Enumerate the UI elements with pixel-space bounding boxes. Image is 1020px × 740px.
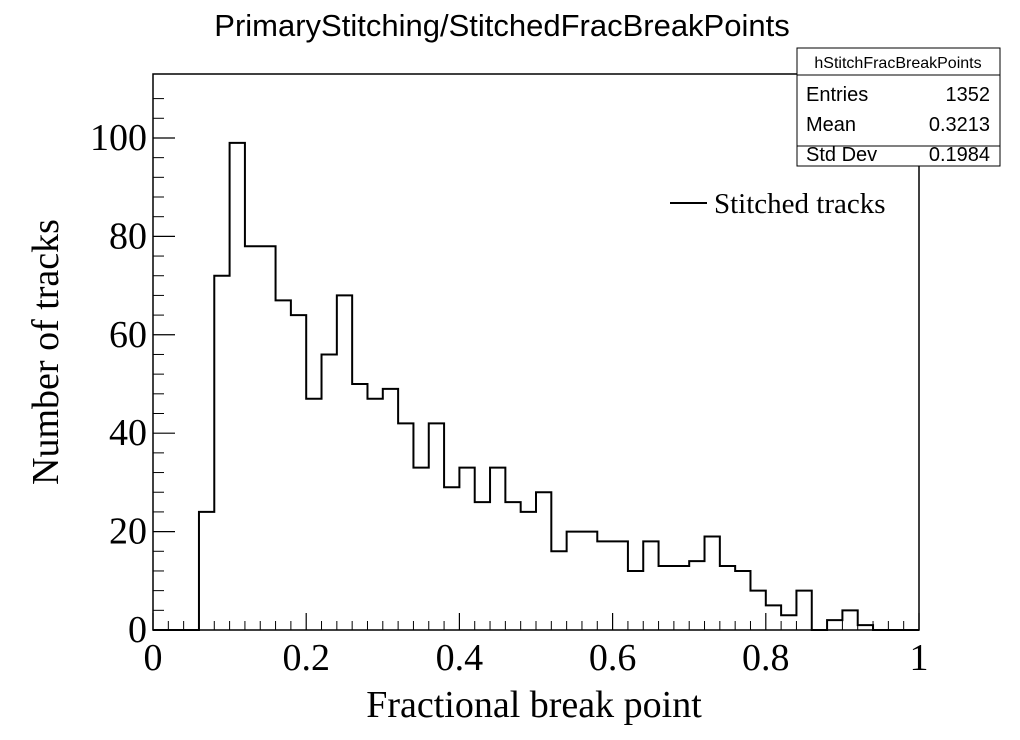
histogram-series	[153, 141, 919, 631]
x-axis-title: Fractional break point	[366, 684, 702, 726]
histogram-bin	[383, 389, 398, 630]
stats-mean-label: Mean	[806, 114, 856, 136]
legend: Stitched tracks	[670, 188, 886, 220]
x-tick-label: 0.2	[282, 637, 330, 679]
histogram-bin	[199, 512, 214, 630]
histogram-bin	[429, 423, 444, 630]
histogram-bin	[597, 541, 612, 630]
x-tick-label: 0.8	[742, 637, 790, 679]
histogram-bin	[551, 551, 566, 630]
histogram-bin	[475, 502, 490, 630]
histogram-bin	[735, 571, 750, 630]
stats-box-bottom-edge	[796, 145, 1001, 167]
stats-box-name: hStitchFracBreakPoints	[814, 55, 981, 72]
histogram-bin	[674, 566, 689, 630]
histogram-bin	[398, 423, 413, 630]
histogram-bin	[291, 315, 306, 630]
stats-mean-value: 0.3213	[929, 114, 990, 136]
histogram-bin	[689, 561, 704, 630]
histogram-bin	[628, 571, 643, 630]
x-axis: 0 0.2 0.4 0.6 0.8 1	[144, 613, 929, 679]
y-tick-label: 60	[109, 314, 147, 356]
histogram-bin	[750, 591, 765, 630]
x-tick-label: 0.6	[589, 637, 637, 679]
stats-stddev-label: Std Dev	[806, 144, 877, 166]
stats-entries-label: Entries	[806, 84, 868, 106]
y-tick-label: 100	[90, 117, 147, 159]
histogram-bin	[705, 537, 720, 630]
histogram-bin	[230, 143, 245, 630]
histogram-bin	[521, 512, 536, 630]
stats-entries-value: 1352	[946, 84, 991, 106]
y-axis-title: Number of tracks	[25, 219, 67, 485]
y-tick-label: 40	[109, 412, 147, 454]
y-tick-label: 80	[109, 215, 147, 257]
histogram-bin	[306, 399, 321, 630]
legend-entry-stitched-tracks: Stitched tracks	[714, 188, 886, 220]
histogram-bin	[322, 354, 337, 630]
histogram-bin	[781, 615, 796, 630]
histogram-bin	[720, 566, 735, 630]
histogram-bin	[214, 276, 229, 630]
histogram-bin	[582, 532, 597, 630]
histogram-bin	[613, 541, 628, 630]
histogram-bin	[459, 468, 474, 630]
histogram-bin	[260, 246, 275, 630]
histogram-bin	[352, 384, 367, 630]
stats-box: hStitchFracBreakPoints Entries 1352 Mean…	[796, 47, 1001, 167]
y-axis: 0 20 40 60 80 100	[90, 98, 175, 651]
y-tick-label: 20	[109, 511, 147, 553]
stats-stddev-value: 0.1984	[929, 144, 990, 166]
histogram-bin	[245, 246, 260, 630]
histogram-bin	[490, 468, 505, 630]
histogram-bin	[536, 492, 551, 630]
histogram-bin	[766, 605, 781, 630]
histogram-bin	[337, 295, 352, 630]
histogram-bin	[444, 487, 459, 630]
y-tick-label: 0	[128, 609, 147, 651]
histogram-bin	[505, 502, 520, 630]
histogram-bin	[659, 566, 674, 630]
histogram-bin	[276, 300, 291, 630]
x-tick-label: 0	[144, 637, 163, 679]
histogram-bin	[842, 610, 857, 630]
x-tick-label: 0.4	[436, 637, 484, 679]
histogram-bin	[827, 620, 842, 630]
chart-title: PrimaryStitching/StitchedFracBreakPoints	[214, 8, 789, 43]
histogram-bin	[567, 532, 582, 630]
histogram-bin	[413, 468, 428, 630]
histogram-bin	[796, 591, 811, 630]
histogram-bin	[367, 399, 382, 630]
histogram-bin	[643, 541, 658, 630]
x-tick-label: 1	[910, 637, 929, 679]
histogram-outline	[153, 141, 919, 631]
